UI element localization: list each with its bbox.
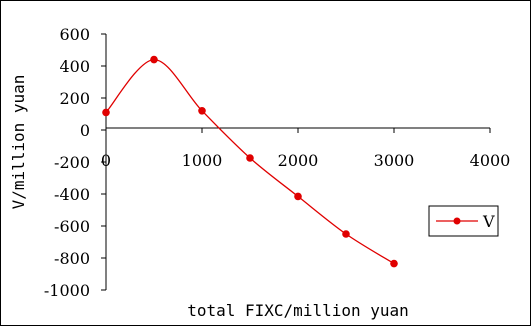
y-tick-label: 0 bbox=[80, 121, 90, 140]
legend-label: V bbox=[482, 212, 495, 231]
data-point bbox=[102, 108, 110, 117]
x-tick-label: 2000 bbox=[278, 151, 319, 170]
legend: V bbox=[428, 205, 499, 237]
y-axis-title: V/million yuan bbox=[9, 75, 28, 210]
y-tick-label: -800 bbox=[54, 249, 90, 268]
x-axis-title: total FIXC/million yuan bbox=[187, 301, 409, 320]
y-tick-label: 200 bbox=[59, 89, 90, 108]
y-tick-label: 400 bbox=[59, 57, 90, 76]
y-tick-label: 600 bbox=[59, 25, 90, 44]
data-point bbox=[246, 154, 254, 162]
legend-marker bbox=[453, 217, 461, 225]
data-point bbox=[198, 107, 206, 115]
y-tick-label: -400 bbox=[54, 185, 90, 204]
y-tick-label: -200 bbox=[54, 153, 90, 172]
x-tick-label: 0 bbox=[101, 151, 111, 170]
x-ticks: 0 1000 2000 3000 4000 bbox=[101, 128, 510, 170]
y-tick-label: -1000 bbox=[44, 281, 90, 300]
data-point bbox=[390, 259, 398, 268]
data-point bbox=[294, 192, 302, 201]
data-point bbox=[150, 55, 158, 64]
y-ticks: 600 400 200 0 -200 -400 -600 -800 -1000 bbox=[44, 25, 106, 300]
x-tick-label: 3000 bbox=[374, 151, 415, 170]
x-tick-label: 4000 bbox=[470, 151, 511, 170]
data-point bbox=[342, 230, 350, 238]
series-layer bbox=[102, 55, 398, 268]
x-tick-label: 1000 bbox=[182, 151, 223, 170]
y-tick-label: -600 bbox=[54, 217, 90, 236]
